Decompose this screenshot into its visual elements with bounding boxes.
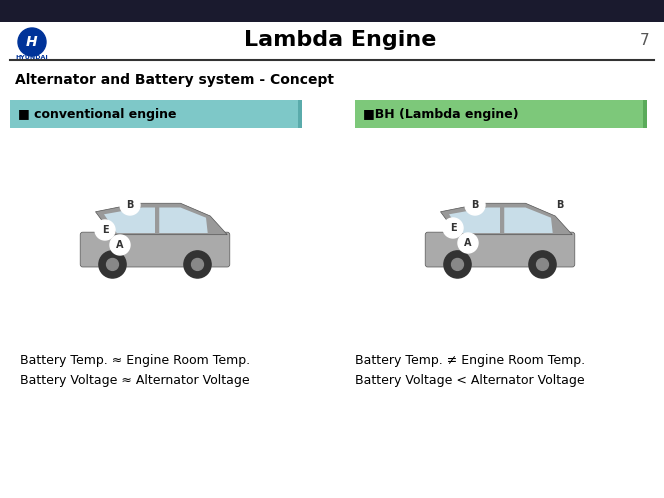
Text: Battery Temp. ≈ Engine Room Temp.: Battery Temp. ≈ Engine Room Temp. <box>20 354 250 367</box>
Polygon shape <box>440 203 572 235</box>
Circle shape <box>537 258 548 270</box>
FancyBboxPatch shape <box>643 100 647 128</box>
Circle shape <box>452 258 463 270</box>
FancyBboxPatch shape <box>80 232 230 267</box>
Circle shape <box>184 251 211 278</box>
Text: B: B <box>126 200 133 210</box>
Text: Battery Voltage ≈ Alternator Voltage: Battery Voltage ≈ Alternator Voltage <box>20 374 250 386</box>
Text: Alternator and Battery system - Concept: Alternator and Battery system - Concept <box>15 73 334 87</box>
Text: B: B <box>556 200 564 210</box>
Text: H: H <box>26 35 38 49</box>
Text: E: E <box>102 225 108 235</box>
Text: B: B <box>471 200 479 210</box>
Circle shape <box>529 251 556 278</box>
FancyBboxPatch shape <box>298 100 302 128</box>
Text: ■BH (Lambda engine): ■BH (Lambda engine) <box>363 108 519 121</box>
FancyBboxPatch shape <box>355 100 645 128</box>
Circle shape <box>106 258 118 270</box>
Text: E: E <box>450 223 456 233</box>
Text: Lambda Engine: Lambda Engine <box>244 30 436 50</box>
Circle shape <box>120 195 140 215</box>
Text: 7: 7 <box>640 32 650 47</box>
Circle shape <box>18 28 46 56</box>
Text: A: A <box>464 238 471 248</box>
Polygon shape <box>96 203 227 235</box>
Circle shape <box>550 195 570 215</box>
Circle shape <box>458 233 478 253</box>
Circle shape <box>191 258 203 270</box>
Polygon shape <box>104 208 155 233</box>
Polygon shape <box>159 208 208 233</box>
Circle shape <box>444 251 471 278</box>
Text: Battery Temp. ≠ Engine Room Temp.: Battery Temp. ≠ Engine Room Temp. <box>355 354 585 367</box>
FancyBboxPatch shape <box>425 232 575 267</box>
Text: Battery Voltage < Alternator Voltage: Battery Voltage < Alternator Voltage <box>355 374 584 386</box>
FancyBboxPatch shape <box>0 0 664 22</box>
Text: ■ conventional engine: ■ conventional engine <box>18 108 177 121</box>
Text: A: A <box>116 240 124 250</box>
Polygon shape <box>449 208 500 233</box>
Circle shape <box>465 195 485 215</box>
Polygon shape <box>504 208 552 233</box>
Circle shape <box>443 218 463 238</box>
Circle shape <box>110 235 130 255</box>
FancyBboxPatch shape <box>10 100 300 128</box>
Circle shape <box>99 251 126 278</box>
Text: HYUNDAI: HYUNDAI <box>16 54 48 59</box>
Circle shape <box>95 220 115 240</box>
